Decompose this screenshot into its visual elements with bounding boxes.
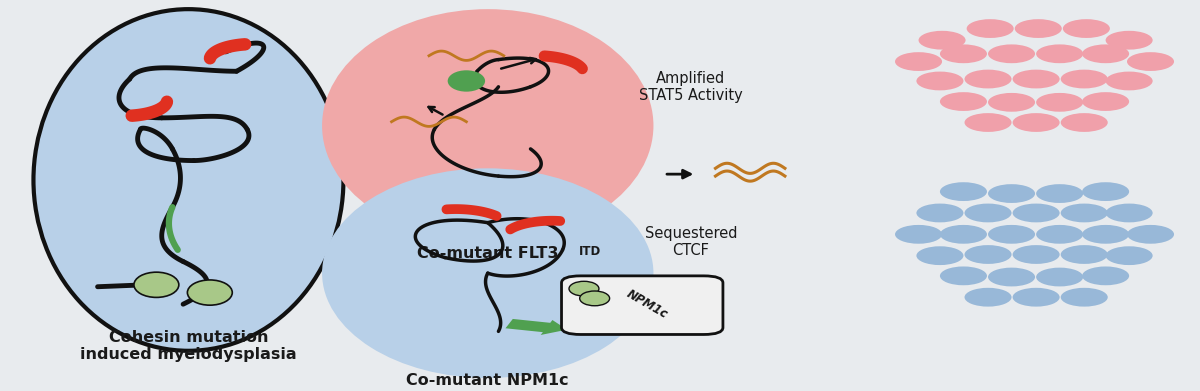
Ellipse shape (1105, 31, 1153, 50)
Ellipse shape (965, 70, 1012, 88)
Ellipse shape (940, 182, 986, 201)
Ellipse shape (1013, 245, 1060, 264)
Ellipse shape (1105, 72, 1153, 90)
Ellipse shape (917, 204, 964, 222)
FancyArrow shape (505, 319, 568, 335)
Ellipse shape (1082, 92, 1129, 111)
Ellipse shape (967, 19, 1014, 38)
Ellipse shape (448, 70, 485, 91)
Ellipse shape (569, 281, 599, 296)
Ellipse shape (895, 225, 942, 244)
Ellipse shape (988, 225, 1036, 244)
Text: NPM1c: NPM1c (624, 287, 670, 321)
Text: Co-mutant FLT3: Co-mutant FLT3 (418, 246, 558, 262)
Ellipse shape (322, 9, 654, 242)
Ellipse shape (917, 72, 964, 90)
Ellipse shape (988, 184, 1036, 203)
Ellipse shape (988, 45, 1036, 63)
Ellipse shape (1105, 246, 1153, 265)
Ellipse shape (918, 31, 966, 50)
Ellipse shape (1061, 70, 1108, 88)
Ellipse shape (1127, 52, 1174, 71)
Ellipse shape (1063, 19, 1110, 38)
Text: Co-mutant NPM1c: Co-mutant NPM1c (407, 373, 569, 387)
Ellipse shape (1061, 113, 1108, 132)
Ellipse shape (1061, 288, 1108, 307)
Ellipse shape (1082, 45, 1129, 63)
Ellipse shape (1015, 19, 1062, 38)
Ellipse shape (988, 267, 1036, 287)
Ellipse shape (965, 245, 1012, 264)
Ellipse shape (940, 267, 986, 285)
Ellipse shape (1061, 245, 1108, 264)
Ellipse shape (940, 225, 986, 244)
Ellipse shape (895, 52, 942, 71)
Ellipse shape (940, 92, 986, 111)
Ellipse shape (965, 204, 1012, 222)
Text: Sequestered
CTCF: Sequestered CTCF (644, 226, 737, 258)
Ellipse shape (965, 113, 1012, 132)
Ellipse shape (940, 45, 986, 63)
Ellipse shape (1082, 267, 1129, 285)
Ellipse shape (1036, 225, 1084, 244)
Ellipse shape (1105, 204, 1153, 222)
Ellipse shape (965, 288, 1012, 307)
Ellipse shape (580, 291, 610, 306)
Ellipse shape (1061, 204, 1108, 222)
Ellipse shape (1036, 267, 1084, 287)
Text: Amplified
STAT5 Activity: Amplified STAT5 Activity (638, 71, 743, 103)
Ellipse shape (1013, 113, 1060, 132)
Ellipse shape (1036, 93, 1084, 112)
FancyBboxPatch shape (562, 276, 722, 334)
Ellipse shape (134, 272, 179, 298)
Text: Cohesin mutation
induced myelodysplasia: Cohesin mutation induced myelodysplasia (80, 330, 296, 362)
Ellipse shape (1127, 225, 1174, 244)
Ellipse shape (1036, 45, 1084, 63)
Ellipse shape (1013, 288, 1060, 307)
Ellipse shape (1013, 204, 1060, 222)
Ellipse shape (1036, 184, 1084, 203)
Ellipse shape (1082, 182, 1129, 201)
Ellipse shape (988, 93, 1036, 112)
Text: ITD: ITD (578, 245, 601, 258)
Ellipse shape (187, 280, 233, 305)
Ellipse shape (917, 246, 964, 265)
Ellipse shape (34, 9, 343, 351)
Ellipse shape (1082, 225, 1129, 244)
Ellipse shape (1013, 70, 1060, 88)
Ellipse shape (322, 168, 654, 378)
